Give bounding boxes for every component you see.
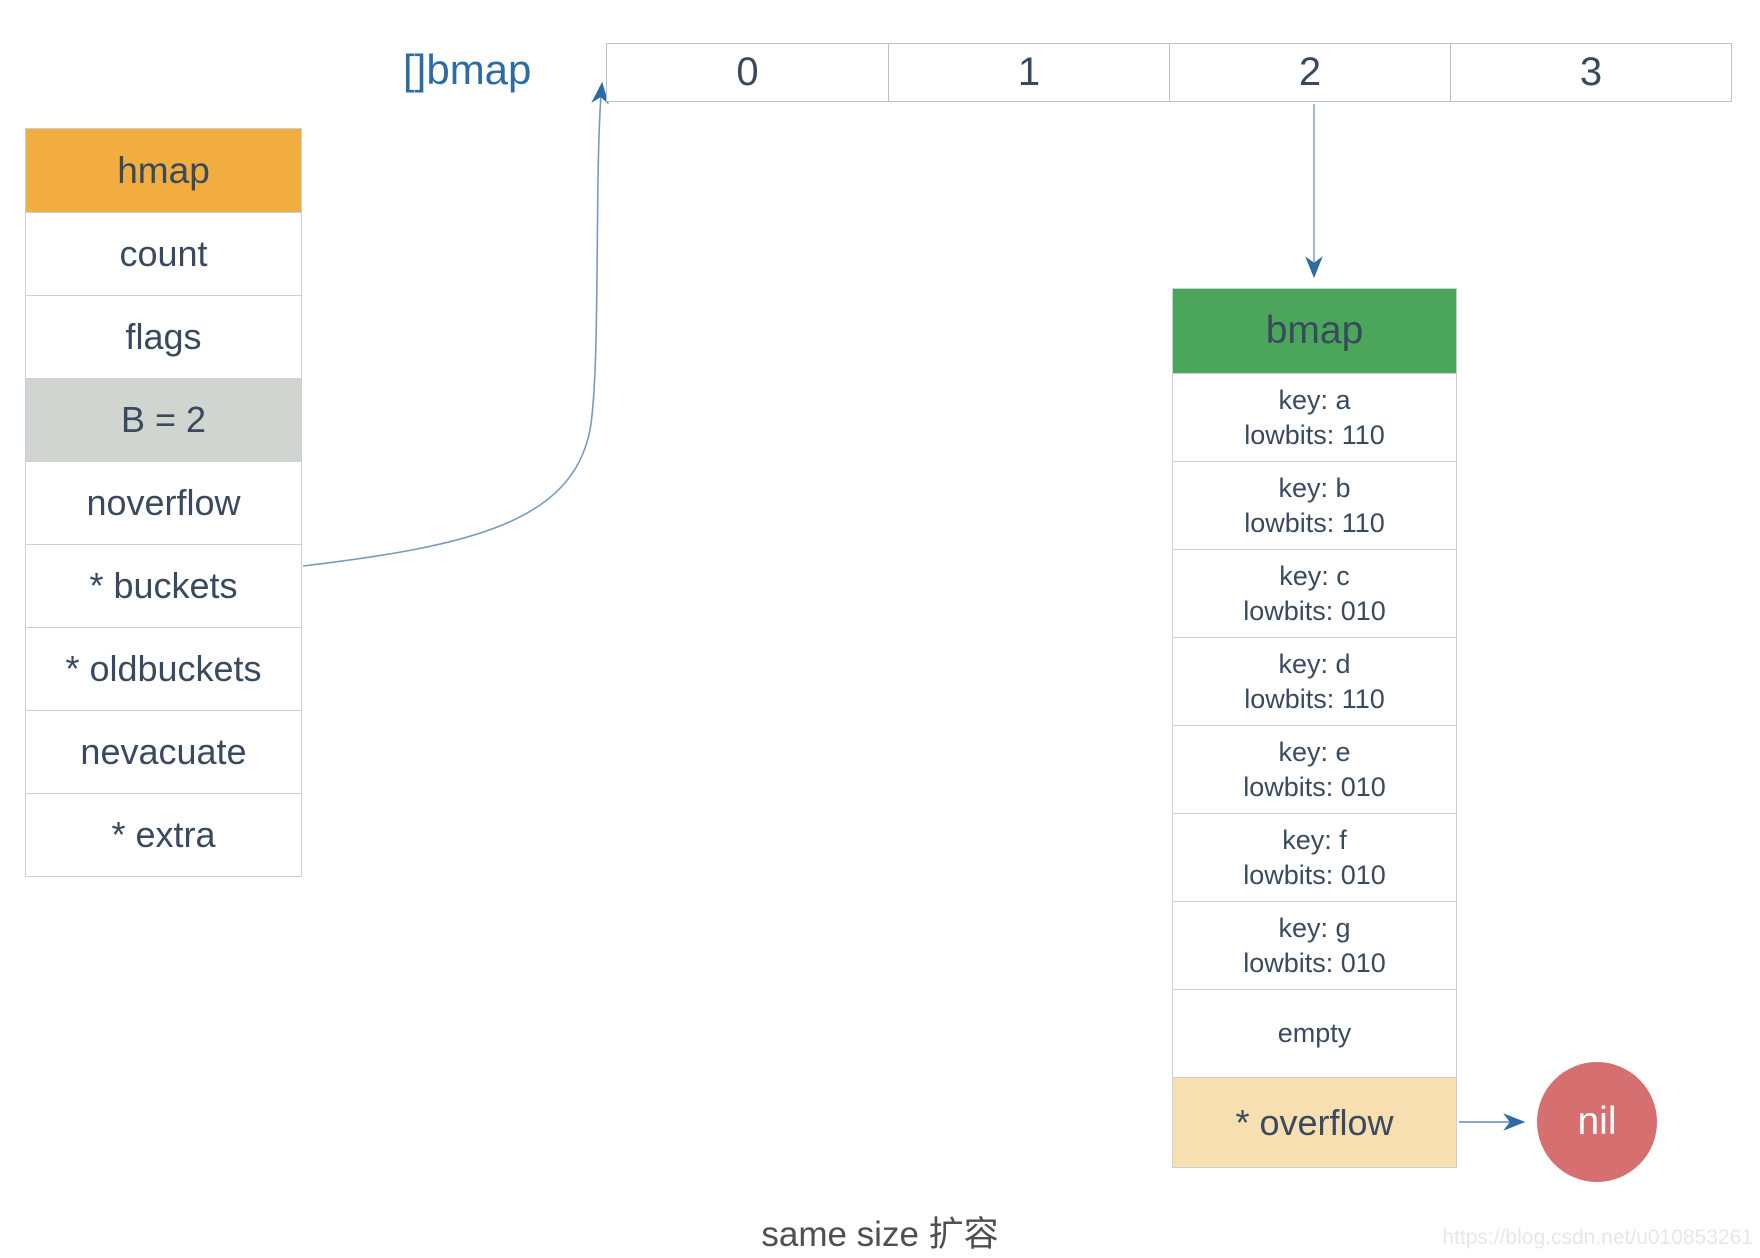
bucket-row-line1: key: c	[1279, 560, 1350, 591]
hmap-row-noverflow: noverflow	[26, 461, 301, 544]
bucket-row-line2: lowbits: 010	[1243, 947, 1386, 978]
array-cell-2: 2	[1169, 44, 1450, 101]
hmap-row-flags: flags	[26, 295, 301, 378]
bucket-row-line1: key: e	[1278, 736, 1351, 767]
caption: same size 扩容	[761, 1215, 999, 1254]
bucket-row-key-f: key: f lowbits: 010	[1173, 813, 1456, 901]
bucket-table-rows: key: a lowbits: 110 key: b lowbits: 110 key:…	[1173, 373, 1456, 1077]
hmap-row-nevacuate: nevacuate	[26, 710, 301, 793]
bucket-row-key-c: key: c lowbits: 010	[1173, 549, 1456, 637]
bucket-row-key-b: key: b lowbits: 110	[1173, 461, 1456, 549]
bucket-row-line1: key: a	[1278, 384, 1351, 415]
watermark: https://blog.csdn.net/u010853261	[1442, 1226, 1753, 1249]
bucket-row-key-a: key: a lowbits: 110	[1173, 373, 1456, 461]
bucket-row-line1: key: f	[1282, 824, 1347, 855]
array-cell-1: 1	[888, 44, 1169, 101]
buckets-to-array-arrow	[302, 81, 609, 567]
bucket-row-line2: lowbits: 010	[1243, 595, 1386, 626]
bucket-row-line2: lowbits: 010	[1243, 859, 1386, 890]
bucket-row-line2: lowbits: 110	[1244, 507, 1385, 538]
hmap-table-rows: count flags B = 2 noverflow * buckets * oldbu…	[26, 212, 301, 876]
bucket-row-key-e: key: e lowbits: 010	[1173, 725, 1456, 813]
hmap-row-extra: * extra	[26, 793, 301, 876]
hmap-table-header: hmap	[26, 129, 301, 212]
array-label: []bmap	[403, 46, 532, 93]
hmap-row-buckets: * buckets	[26, 544, 301, 627]
bucket-table: bmap key: a lowbits: 110 key: b lowbits: 11…	[1172, 288, 1457, 1168]
bucket-row-line2: lowbits: 110	[1244, 419, 1385, 450]
bucket-row-line2: lowbits: 110	[1244, 683, 1385, 714]
bucket-table-header: bmap	[1173, 289, 1456, 373]
array-cell-0: 0	[736, 50, 759, 94]
hmap-row-oldbuckets: * oldbuckets	[26, 627, 301, 710]
hmap-row-b-2: B = 2	[26, 378, 301, 461]
hmap-table: hmap count flags B = 2 noverflow * buckets * …	[25, 128, 302, 877]
bucket-row-line1: empty	[1277, 1018, 1352, 1048]
nil-node: nil	[1537, 1062, 1657, 1182]
hmap-row-count: count	[26, 212, 301, 295]
bucket-row-empty: empty	[1173, 989, 1456, 1077]
overflow-row: * overflow	[1173, 1077, 1456, 1167]
bucket-row-line1: key: g	[1278, 912, 1351, 943]
bucket-row-line1: key: d	[1278, 648, 1351, 679]
bucket-row-key-g: key: g lowbits: 010	[1173, 901, 1456, 989]
array-cell-3: 3	[1450, 44, 1731, 101]
bucket-row-key-d: key: d lowbits: 110	[1173, 637, 1456, 725]
bucket-row-line2: lowbits: 010	[1243, 771, 1386, 802]
bucket-row-line1: key: b	[1278, 472, 1351, 503]
